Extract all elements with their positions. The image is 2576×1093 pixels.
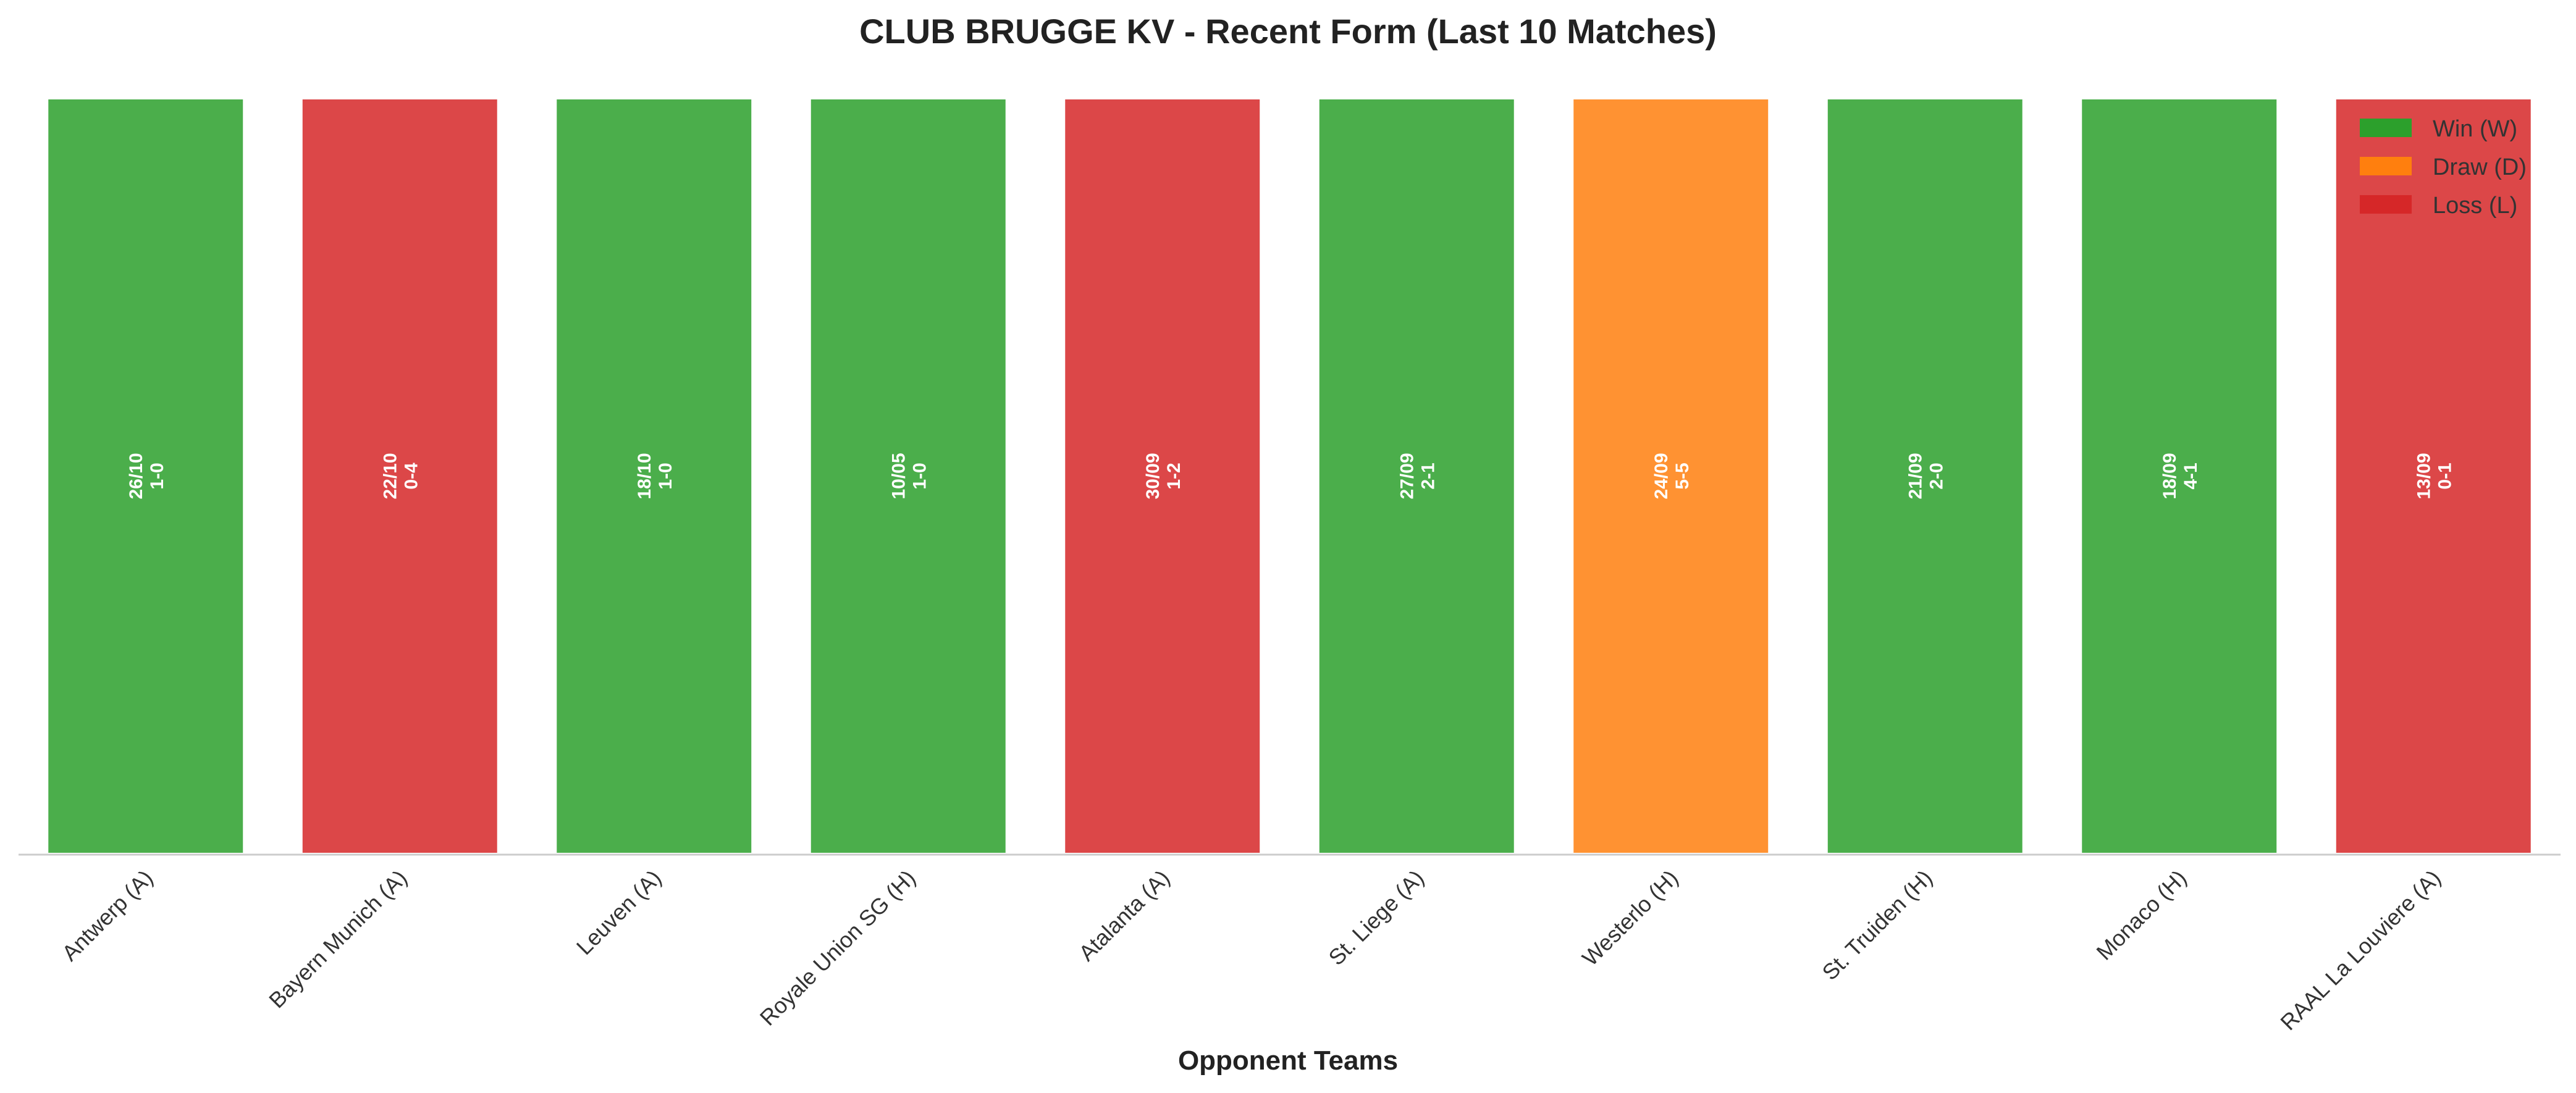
legend-swatch-d — [2360, 157, 2412, 175]
chart-title: CLUB BRUGGE KV - Recent Form (Last 10 Ma… — [859, 12, 1717, 51]
bar-raal-la-louviere-a — [2332, 96, 2535, 856]
x-axis-label: Opponent Teams — [1178, 1045, 1398, 1076]
bar-data-label: 10/051-0 — [888, 453, 930, 499]
bar-data-label: 13/090-1 — [2414, 453, 2455, 499]
legend-label: Loss (L) — [2433, 193, 2517, 219]
x-tick-label: Antwerp (A) — [57, 865, 158, 966]
x-tick-label: Monaco (H) — [2091, 865, 2191, 965]
bar-data-label: 24/095-5 — [1651, 453, 1693, 499]
x-tick-label: Bayern Munich (A) — [264, 865, 412, 1013]
bar-bayern-munich-a — [298, 96, 501, 856]
legend-swatch-l — [2360, 195, 2412, 214]
bar-data-label: 30/091-2 — [1143, 453, 1184, 499]
x-tick-label: Westerlo (H) — [1577, 865, 1683, 971]
bar-data-label: 26/101-0 — [126, 453, 167, 499]
x-tick-label: Royale Union SG (H) — [755, 865, 920, 1031]
x-tick-label: RAAL La Louviere (A) — [2275, 865, 2446, 1036]
x-tick-labels: Antwerp (A) Bayern Munich (A) Leuven (A) Ro… — [57, 865, 2446, 1036]
legend: Win (W) Draw (D) Loss (L) — [2360, 116, 2527, 219]
x-tick-label: St. Truiden (H) — [1817, 865, 1937, 986]
bar-st-truiden-h — [1824, 96, 2026, 856]
legend-label: Win (W) — [2433, 116, 2517, 142]
bar-data-label: 18/101-0 — [634, 453, 676, 499]
bar-westerlo-h — [1570, 96, 1772, 856]
x-tick-label: Leuven (A) — [571, 865, 667, 960]
bar-royale-union-sg-h — [807, 96, 1009, 856]
bar-antwerp-a — [44, 96, 247, 856]
bar-st-liege-a — [1315, 96, 1518, 856]
bar-data-label: 21/092-0 — [1905, 453, 1947, 499]
bar-atalanta-a — [1061, 96, 1264, 856]
bar-data-label: 22/100-4 — [380, 453, 421, 499]
bar-data-label: 27/092-1 — [1397, 453, 1438, 499]
bar-leuven-a — [553, 96, 756, 856]
bars-group: 26/101-0 22/100-4 18/101-0 10/051-0 30/091-2… — [44, 96, 2535, 856]
legend-swatch-w — [2360, 119, 2412, 137]
bar-data-label: 18/094-1 — [2160, 453, 2201, 499]
legend-label: Draw (D) — [2433, 154, 2527, 180]
bar-monaco-h — [2078, 96, 2281, 856]
x-tick-label: St. Liege (A) — [1323, 865, 1428, 970]
x-tick-label: Atalanta (A) — [1074, 865, 1174, 966]
